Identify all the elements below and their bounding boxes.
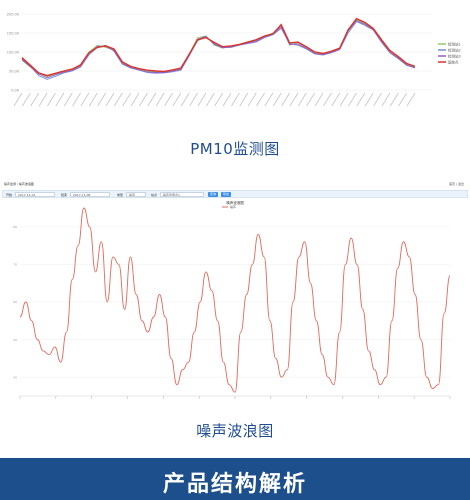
pm10-chart-panel: 200.00 150.00 100.00 50.00 0.00 检测站1 检测站2 检测站3 国… <box>0 0 470 120</box>
pm10-x-tick-mark <box>264 92 274 107</box>
noise-y-tick-label: 60 <box>13 300 17 304</box>
noise-y-tick-label: 80 <box>13 225 17 229</box>
pm10-x-tick-mark <box>247 92 257 107</box>
pm10-x-tick-mark <box>239 92 249 107</box>
pm10-x-tick-mark <box>197 92 207 107</box>
pm10-x-tick-mark <box>364 92 374 107</box>
pm10-x-tick-mark <box>55 92 65 107</box>
pm10-x-tick-mark <box>63 92 73 107</box>
pm10-x-tick-mark <box>348 92 357 107</box>
noise-y-tick-label: 40 <box>13 375 17 379</box>
type-label: 类型 <box>117 192 124 197</box>
query-button[interactable]: 查询 <box>208 192 218 197</box>
pm10-y-tick-label: 200.00 <box>7 13 19 17</box>
pm10-y-tick-label: 100.00 <box>7 51 19 55</box>
pm10-legend-label: 检测站3 <box>448 53 461 58</box>
pm10-x-tick-mark <box>281 92 290 107</box>
noise-toolbar: 噪声监测 / 噪声波浪图 首页 | 退出 开始 2017-11-01 结束 20… <box>0 176 470 200</box>
pm10-legend-label: 国控点 <box>448 59 459 64</box>
pm10-x-tick-mark <box>189 92 198 107</box>
pm10-line-chart: 200.00 150.00 100.00 50.00 0.00 检测站1检测站2检测站3国… <box>7 13 461 107</box>
pm10-x-tick-mark <box>155 92 165 107</box>
pm10-x-tick-mark <box>180 92 190 107</box>
pm10-x-tick-mark <box>356 92 366 107</box>
pm10-x-tick-mark <box>13 92 23 107</box>
pm10-x-tick-mark <box>214 92 224 107</box>
end-date-input[interactable]: 2017-11-08 <box>70 192 110 197</box>
noise-chart-title: 噪声波浪图 <box>226 200 244 205</box>
pm10-x-tick-mark <box>88 92 98 107</box>
top-links[interactable]: 首页 | 退出 <box>449 182 464 186</box>
pm10-x-tick-mark <box>130 92 140 107</box>
section-header-band: 产品结构解析 <box>0 458 470 500</box>
noise-chart-panel: 噪声监测 / 噪声波浪图 首页 | 退出 开始 2017-11-01 结束 20… <box>0 168 470 410</box>
pm10-x-tick-mark <box>256 92 265 107</box>
start-date-input[interactable]: 2017-11-01 <box>15 192 55 197</box>
pm10-series-line <box>21 17 416 77</box>
pm10-x-tick-mark <box>113 92 123 107</box>
pm10-x-tick-mark <box>105 92 115 107</box>
pm10-series-line <box>21 19 416 79</box>
pm10-x-tick-mark <box>47 92 56 107</box>
type-select[interactable]: 噪声 <box>126 192 146 197</box>
pm10-chart-caption: PM10监测图 <box>190 140 280 158</box>
pm10-x-tick-mark <box>222 92 232 107</box>
pm10-x-tick-mark <box>339 92 349 107</box>
pm10-x-tick-mark <box>323 92 332 107</box>
noise-series-line <box>19 207 451 393</box>
breadcrumb: 噪声监测 / 噪声波浪图 <box>4 182 34 186</box>
pm10-x-tick-mark <box>80 92 90 107</box>
noise-legend-label: 噪声 <box>230 204 236 209</box>
pm10-x-tick-mark <box>172 92 182 107</box>
export-button[interactable]: 导出 <box>221 192 231 197</box>
filter-bar: 开始 2017-11-01 结束 2017-11-08 类型 噪声 站点 噪声监… <box>2 190 468 198</box>
pm10-x-tick-mark <box>139 92 148 107</box>
pm10-x-tick-mark <box>373 92 382 107</box>
pm10-x-tick-mark <box>389 92 399 107</box>
pm10-x-tick-mark <box>164 92 173 107</box>
pm10-x-tick-mark <box>272 92 282 107</box>
pm10-legend-label: 检测站2 <box>448 47 461 52</box>
pm10-x-tick-mark <box>297 92 307 107</box>
point-select[interactable]: 噪声监测点1 <box>160 192 204 197</box>
pm10-x-tick-mark <box>406 92 416 107</box>
pm10-x-tick-mark <box>147 92 157 107</box>
start-date-label: 开始 <box>6 192 13 197</box>
noise-y-tick-label: 50 <box>13 338 17 342</box>
pm10-series-line <box>21 19 416 78</box>
pm10-x-tick-mark <box>205 92 215 107</box>
pm10-y-tick-label: 50.00 <box>9 70 19 74</box>
pm10-x-tick-mark <box>306 92 316 107</box>
pm10-legend-label: 检测站1 <box>448 41 461 46</box>
pm10-x-tick-mark <box>38 92 48 107</box>
section-title: 产品结构解析 <box>162 472 307 497</box>
noise-chart-caption: 噪声波浪图 <box>196 422 274 440</box>
pm10-x-tick-mark <box>398 92 407 107</box>
pm10-y-tick-label: 0.00 <box>11 89 19 93</box>
noise-y-tick-label: 70 <box>13 263 17 267</box>
pm10-x-tick-mark <box>381 92 391 107</box>
pm10-x-tick-mark <box>289 92 299 107</box>
pm10-x-tick-mark <box>22 92 31 107</box>
pm10-x-tick-mark <box>331 92 341 107</box>
pm10-x-tick-mark <box>122 92 132 107</box>
end-date-label: 结束 <box>61 192 68 197</box>
pm10-x-tick-mark <box>72 92 81 107</box>
pm10-x-tick-mark <box>30 92 40 107</box>
pm10-x-tick-mark <box>231 92 240 107</box>
pm10-x-tick-mark <box>97 92 106 107</box>
pm10-x-tick-mark <box>314 92 324 107</box>
pm10-y-tick-label: 150.00 <box>7 32 19 36</box>
pm10-series-line <box>21 21 416 80</box>
point-label: 站点 <box>151 192 158 197</box>
